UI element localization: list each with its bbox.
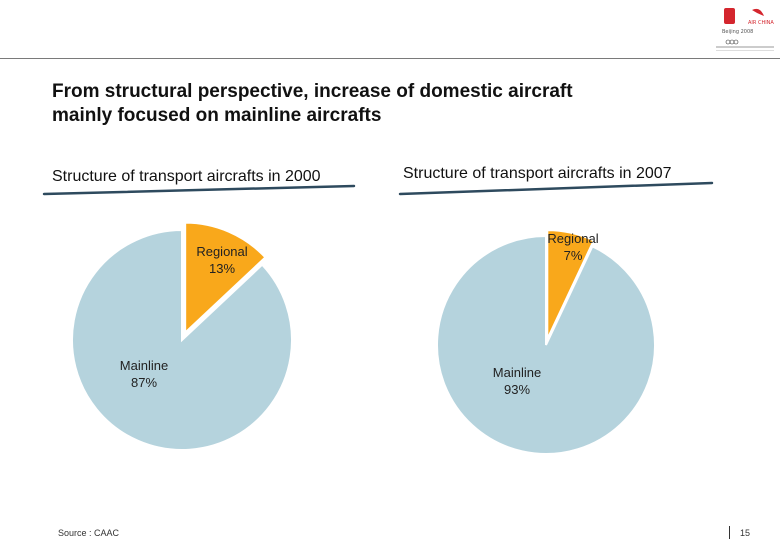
- pie-slice-regional: [184, 221, 267, 335]
- chart-title-underline-2007: [398, 181, 714, 196]
- chart-title-2000: Structure of transport aircrafts in 2000: [52, 168, 321, 185]
- title-line-1: From structural perspective, increase of…: [52, 81, 573, 102]
- svg-text:Beijing 2008: Beijing 2008: [722, 29, 753, 35]
- slice-label-mainline: Mainline 93%: [493, 365, 541, 397]
- pie-slice-mainline: [436, 234, 656, 455]
- slice-label-value: 87%: [131, 375, 157, 390]
- pie-chart-2000: Regional 13% Mainline 87%: [71, 221, 293, 451]
- slice-label-name: Mainline: [493, 365, 541, 380]
- slice-label-value: 13%: [209, 261, 235, 276]
- title-line-2: mainly focused on mainline aircrafts: [52, 105, 382, 126]
- header-logos: Beijing 2008 AIR CHINA: [716, 2, 776, 54]
- slice-label-mainline: Mainline 87%: [120, 358, 168, 390]
- page-title: From structural perspective, increase of…: [52, 80, 752, 128]
- pie-slice-regional: [546, 229, 596, 340]
- pie-slice-mainline: [71, 228, 293, 451]
- source-note: Source : CAAC: [58, 528, 120, 538]
- page-number-separator: [729, 526, 730, 539]
- slice-label-value: 93%: [504, 382, 530, 397]
- header-divider: [0, 58, 780, 59]
- slice-label-name: Mainline: [120, 358, 168, 373]
- slice-label-regional: Regional 7%: [547, 231, 598, 263]
- slice-label-value: 7%: [564, 248, 583, 263]
- chart-title-underline-2000: [42, 184, 356, 196]
- beijing-olympics-logo-icon: Beijing 2008 AIR CHINA: [716, 8, 774, 51]
- page-number: 15: [740, 528, 751, 538]
- pie-chart-2007: Regional 7% Mainline 93%: [436, 229, 656, 455]
- slice-label-regional: Regional 13%: [196, 244, 247, 276]
- svg-text:AIR CHINA: AIR CHINA: [748, 20, 774, 26]
- chart-title-2007: Structure of transport aircrafts in 2007: [403, 165, 672, 182]
- slice-label-name: Regional: [196, 244, 247, 259]
- slice-label-name: Regional: [547, 231, 598, 246]
